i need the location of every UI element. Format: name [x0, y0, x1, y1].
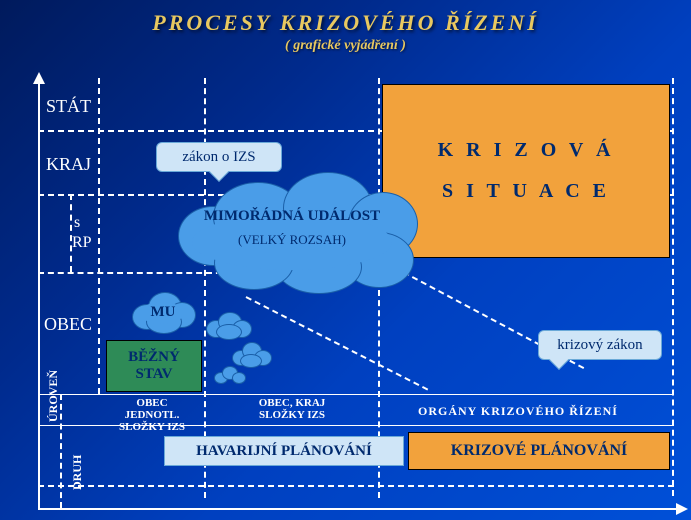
cloud-mimoradna: MIMOŘÁDNÁ UDÁLOST (VELKÝ ROZSAH)	[168, 178, 416, 288]
box-krizove: KRIZOVÉ PLÁNOVÁNÍ	[408, 432, 670, 470]
footer-col2-l2: SLOŽKY IZS	[232, 409, 352, 421]
cloud-line2: (VELKÝ ROZSAH)	[168, 232, 416, 248]
krizove-text: KRIZOVÉ PLÁNOVÁNÍ	[451, 442, 627, 460]
cloud-small-icon	[204, 310, 256, 346]
x-axis	[38, 508, 678, 510]
footer-col2: OBEC, KRAJ SLOŽKY IZS	[232, 397, 352, 421]
srp-divider	[70, 194, 72, 272]
row-divider	[38, 485, 674, 487]
footer-col1-l2: JEDNOTL. SLOŽKY IZS	[102, 409, 202, 433]
bezny-line1: BĚŽNÝ	[128, 349, 180, 366]
cloud-small-icon	[214, 366, 250, 390]
bezny-line2: STAV	[136, 366, 173, 383]
vlabel-uroven: ÚROVEŇ	[46, 370, 61, 422]
col-divider	[204, 78, 206, 498]
cloud-mu: MU	[128, 290, 198, 340]
y-axis	[38, 78, 40, 510]
diagram-root: PROCESY KRIZOVÉHO ŘÍZENÍ ( grafické vyjá…	[0, 0, 691, 520]
cloud-mu-text: MU	[128, 304, 198, 321]
ylabel-rp: RP	[72, 234, 92, 252]
cloud-line1: MIMOŘÁDNÁ UDÁLOST	[168, 208, 416, 225]
col-divider	[378, 78, 380, 498]
col-divider-right	[672, 78, 674, 496]
box-krizova-situace: K R I Z O V Á S I T U A C E	[382, 84, 670, 258]
box-bezny-stav: BĚŽNÝ STAV	[106, 340, 202, 392]
y-axis-arrow-icon	[33, 72, 45, 84]
x-axis-arrow-icon	[676, 503, 688, 515]
krizova-line2: S I T U A C E	[442, 180, 610, 203]
page-title: PROCESY KRIZOVÉHO ŘÍZENÍ	[0, 0, 691, 36]
page-subtitle: ( grafické vyjádření )	[0, 38, 691, 54]
footer-col2-l1: OBEC, KRAJ	[232, 397, 352, 409]
row-divider-solid	[38, 394, 674, 395]
ylabel-kraj: KRAJ	[46, 154, 91, 175]
box-havarijni: HAVARIJNÍ PLÁNOVÁNÍ	[164, 436, 404, 466]
havarijni-text: HAVARIJNÍ PLÁNOVÁNÍ	[196, 443, 372, 460]
footer-col3: ORGÁNY KRIZOVÉHO ŘÍZENÍ	[418, 404, 618, 419]
footer-col1-l1: OBEC	[102, 397, 202, 409]
krizova-line1: K R I Z O V Á	[438, 139, 615, 162]
col-divider	[98, 78, 100, 394]
footer-col1: OBEC JEDNOTL. SLOŽKY IZS	[102, 397, 202, 433]
ylabel-stat: STÁT	[46, 96, 91, 117]
vlabel-druh: DRUH	[70, 455, 85, 490]
ylabel-obec: OBEC	[44, 314, 92, 335]
callout-kriz-text: krizový zákon	[557, 337, 642, 354]
ylabel-s: s	[74, 214, 80, 232]
